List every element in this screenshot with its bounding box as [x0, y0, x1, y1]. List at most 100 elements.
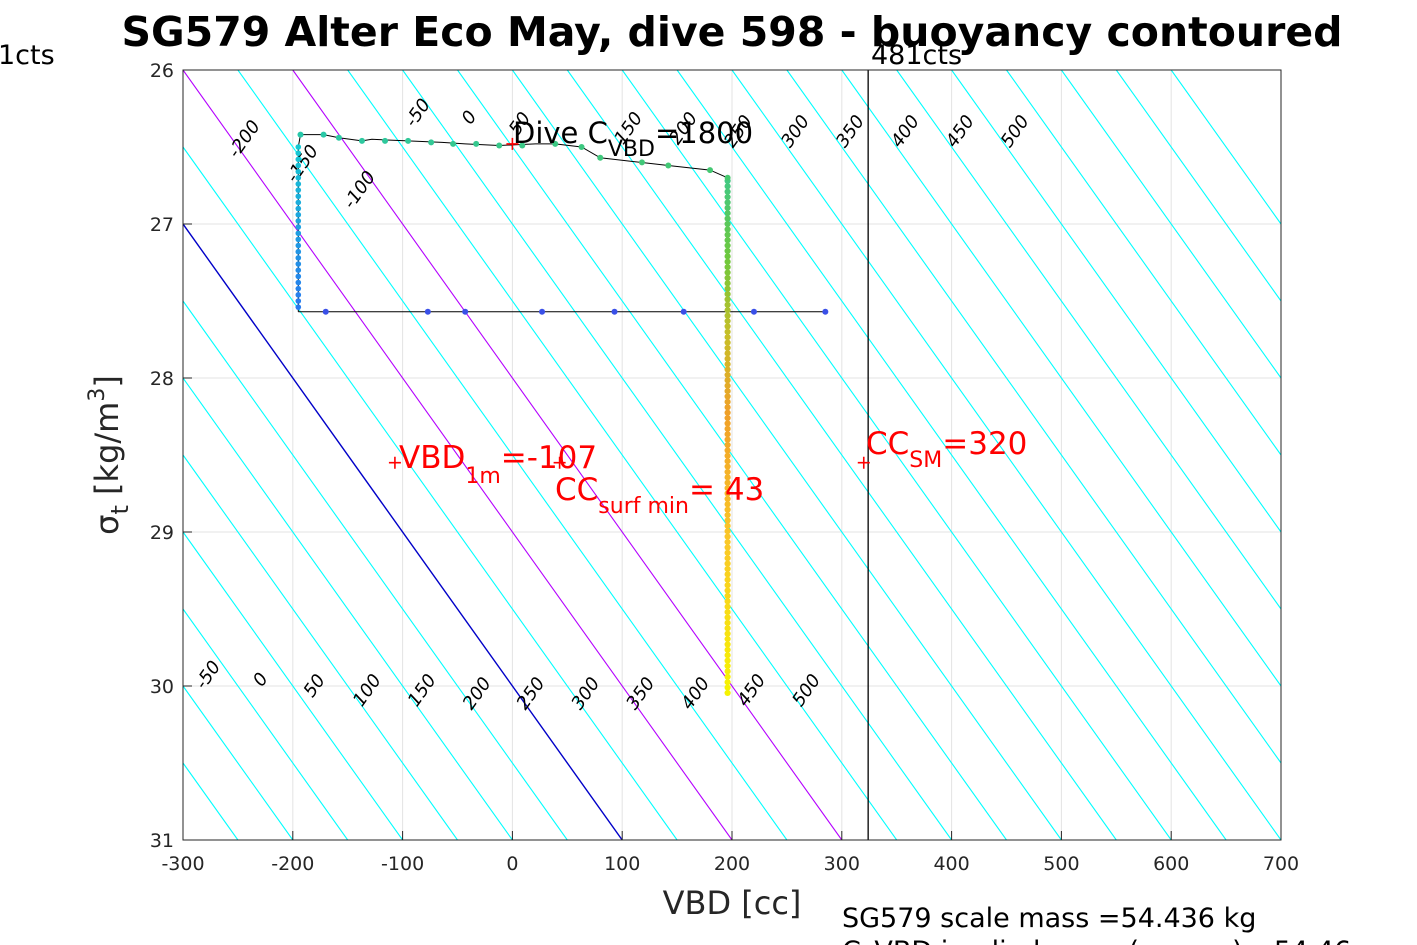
dive-point	[724, 339, 731, 346]
y-axis-label: σt [kg/m3]	[85, 375, 134, 535]
y-axis-label-main: σ	[88, 515, 126, 535]
dive-point	[724, 689, 731, 697]
contour-line	[183, 70, 733, 840]
y-tick-label: 30	[150, 676, 174, 698]
dive-point	[724, 387, 731, 395]
dive-point	[597, 154, 604, 161]
dive-point	[335, 134, 342, 141]
chart-title: SG579 Alter Eco May, dive 598 - buoyancy…	[121, 8, 1342, 56]
dive-point	[519, 142, 526, 149]
dive-point	[428, 139, 435, 146]
dive-point	[822, 308, 829, 315]
annotation-marker	[388, 456, 401, 469]
x-tick-label: -300	[161, 853, 204, 875]
dive-point	[295, 279, 302, 286]
dive-point	[450, 140, 457, 147]
dive-point	[724, 668, 731, 675]
dive-point	[724, 323, 731, 330]
dive-point	[295, 224, 302, 230]
dive-point	[358, 137, 365, 144]
x-tick-label: 500	[1043, 853, 1079, 875]
dive-point	[724, 652, 731, 659]
dive-point	[424, 308, 431, 315]
dive-point	[724, 436, 731, 443]
dive-point	[295, 205, 302, 212]
dive-point	[724, 479, 731, 486]
contour-line	[1170, 70, 1281, 225]
dive-point	[295, 267, 302, 274]
dive-point	[295, 175, 302, 181]
dive-point	[724, 441, 731, 449]
ccsurf-main: CC	[555, 472, 598, 508]
ccsm-value: =320	[942, 426, 1027, 462]
dive-point	[724, 247, 731, 255]
dive-point	[295, 273, 302, 280]
ccsm-annotation: CCSM=320	[866, 426, 1027, 473]
dive-point	[295, 156, 302, 163]
dive-point	[724, 350, 731, 357]
dive-point	[724, 312, 731, 319]
dive-point	[724, 614, 731, 621]
y-axis-label-unit: [kg/m	[88, 402, 126, 505]
dive-point	[724, 630, 731, 637]
contour-line	[183, 608, 349, 840]
dive-point	[724, 625, 731, 632]
dive-point	[724, 528, 731, 535]
dive-point	[724, 657, 731, 664]
dive-point	[295, 292, 302, 298]
y-tick-label: 26	[150, 60, 174, 82]
cts-right-label: 481cts	[871, 40, 962, 71]
dive-point	[295, 218, 302, 224]
dive-point	[724, 544, 731, 551]
dive-point	[724, 576, 731, 583]
dive-point	[724, 641, 731, 648]
contour-line	[292, 70, 843, 840]
dive-point	[724, 220, 731, 228]
dive-point	[724, 646, 731, 653]
dive-point	[724, 355, 731, 362]
axis-ticks: -300 -200 -100 0 100 200 300 400 500 600 700 26 27 28…	[150, 60, 1299, 875]
dive-point	[724, 571, 731, 578]
annotation-marker	[506, 137, 519, 150]
dive-point	[724, 608, 731, 616]
implied-mass-text: C_VBD implied mass (approx) =54.46	[842, 936, 1351, 945]
dive-point	[680, 308, 687, 315]
dive-point	[724, 662, 731, 670]
dive-point	[295, 285, 302, 292]
dive-point	[724, 598, 731, 605]
dive-point	[724, 371, 731, 379]
dive-point	[724, 560, 731, 567]
x-tick-label: -200	[271, 853, 314, 875]
dive-point	[724, 673, 731, 680]
dive-point	[539, 308, 546, 315]
dive-point	[295, 255, 302, 261]
x-tick-label: 200	[714, 853, 750, 875]
dive-point	[724, 495, 731, 502]
contour-line	[1115, 70, 1281, 302]
contour-line	[183, 146, 678, 840]
dive-point	[724, 511, 731, 519]
ccsurf-annotation: CCsurf min= 43	[555, 472, 764, 519]
dive-point	[724, 242, 731, 249]
dive-point	[295, 261, 302, 267]
dive-c-sub: VBD	[608, 137, 655, 162]
contour-line	[183, 300, 568, 840]
dive-point	[322, 308, 329, 315]
dive-point	[724, 366, 731, 373]
dive-point	[724, 555, 731, 562]
contour-line	[183, 222, 623, 840]
x-tick-label: 300	[824, 853, 860, 875]
dive-point	[724, 290, 731, 298]
dive-point	[724, 490, 731, 497]
x-tick-label: 400	[933, 853, 969, 875]
dive-point	[295, 187, 302, 193]
dive-point	[295, 199, 302, 206]
dive-point	[724, 592, 731, 600]
contour-line	[183, 377, 513, 840]
dive-point	[724, 264, 731, 271]
dive-point	[724, 425, 731, 432]
dive-point	[724, 269, 731, 276]
dive-point	[724, 679, 731, 686]
dive-point	[724, 328, 731, 335]
dive-point	[724, 501, 731, 508]
